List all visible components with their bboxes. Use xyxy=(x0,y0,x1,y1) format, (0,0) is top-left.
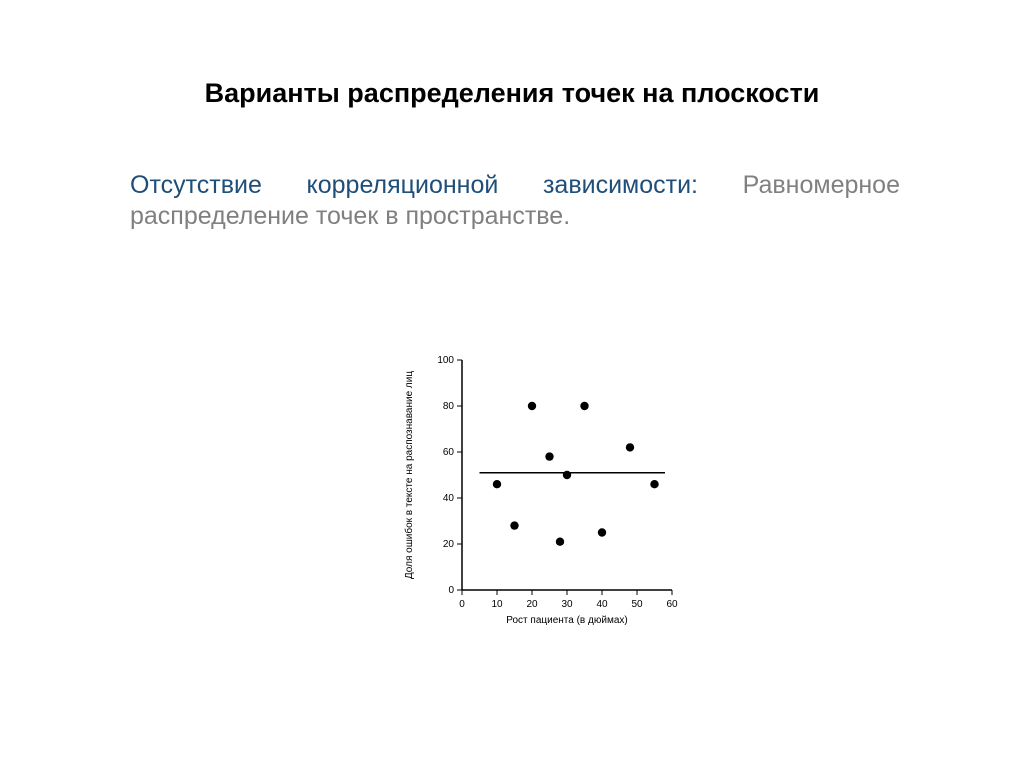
y-tick-label: 60 xyxy=(443,447,455,458)
data-point xyxy=(563,471,571,479)
data-point xyxy=(650,480,658,488)
x-tick-label: 40 xyxy=(596,599,608,610)
y-tick-label: 80 xyxy=(443,401,455,412)
slide: Варианты распределения точек на плоскост… xyxy=(0,0,1024,767)
x-tick-label: 50 xyxy=(631,599,643,610)
body-text: Отсутствие корреляционной зависимости: Р… xyxy=(130,170,900,233)
data-point xyxy=(556,538,564,546)
chart-svg: 0 20 40 60 80 100 0 10 20 30 40 50 60 Рост пациента (… xyxy=(392,350,692,650)
y-tick-label: 0 xyxy=(448,585,454,596)
scatter-chart: 0 20 40 60 80 100 0 10 20 30 40 50 60 Рост пациента (… xyxy=(392,350,692,655)
x-axis-label: Рост пациента (в дюймах) xyxy=(506,615,627,626)
x-tick-label: 60 xyxy=(666,599,678,610)
x-tick-label: 20 xyxy=(526,599,538,610)
data-point xyxy=(580,402,588,410)
y-axis-label: Доля ошибок в тексте на распознавание ли… xyxy=(403,371,415,579)
data-point xyxy=(598,528,606,536)
data-point xyxy=(545,452,553,460)
data-point xyxy=(510,521,518,529)
x-tick-label: 30 xyxy=(561,599,573,610)
y-tick-label: 100 xyxy=(437,355,454,366)
y-tick-label: 20 xyxy=(443,539,455,550)
x-tick-label: 10 xyxy=(491,599,503,610)
x-tick-label: 0 xyxy=(459,599,465,610)
slide-title: Варианты распределения точек на плоскост… xyxy=(0,78,1024,109)
data-point xyxy=(626,443,634,451)
data-point xyxy=(493,480,501,488)
body-lead-text: Отсутствие корреляционной зависимости: xyxy=(130,171,698,199)
y-tick-label: 40 xyxy=(443,493,455,504)
data-point xyxy=(528,402,536,410)
